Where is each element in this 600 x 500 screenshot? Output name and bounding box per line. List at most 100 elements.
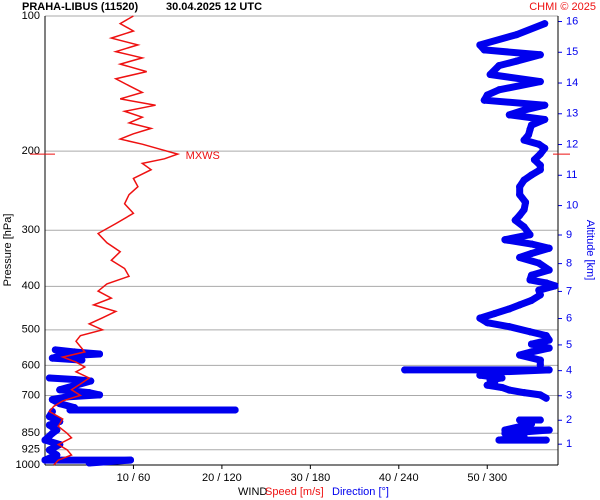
x-tick-label: 30 / 180 xyxy=(290,472,330,484)
direction-point xyxy=(486,71,494,79)
direction-point xyxy=(542,279,550,287)
direction-point xyxy=(520,176,528,184)
direction-point xyxy=(545,266,553,274)
direction-link xyxy=(495,78,544,94)
direction-point xyxy=(527,340,535,348)
direction-point xyxy=(495,62,503,70)
direction-point xyxy=(66,406,74,414)
direction-point xyxy=(48,354,56,362)
y2-tick-label: 14 xyxy=(566,77,578,89)
direction-link xyxy=(45,374,78,383)
direction-point xyxy=(495,86,503,94)
direction-point xyxy=(516,301,524,309)
chart-subtitle: 30.04.2025 12 UTC xyxy=(166,1,262,13)
direction-point xyxy=(96,350,104,358)
direction-point xyxy=(48,429,56,437)
direction-point xyxy=(491,378,499,386)
direction-point xyxy=(41,436,49,444)
direction-point xyxy=(536,416,544,424)
direction-point xyxy=(513,57,521,65)
direction-point xyxy=(45,421,53,429)
direction-link xyxy=(520,101,549,114)
y2-tick-label: 5 xyxy=(566,339,572,351)
y2-tick-label: 1 xyxy=(566,438,572,450)
direction-point xyxy=(545,366,553,374)
y-tick-label: 600 xyxy=(22,359,40,371)
direction-point xyxy=(516,416,524,424)
direction-point xyxy=(513,31,521,39)
direction-point xyxy=(53,451,61,459)
y2-tick-label: 2 xyxy=(566,414,572,426)
direction-link xyxy=(483,319,513,331)
x-axis-label-speed: Speed [m/s] xyxy=(265,486,324,498)
direction-point xyxy=(536,361,544,369)
y2-tick-label: 12 xyxy=(566,138,578,150)
direction-point xyxy=(516,351,524,359)
y2-tick-label: 10 xyxy=(566,199,578,211)
y2-tick-label: 6 xyxy=(566,312,572,324)
direction-point xyxy=(535,259,543,267)
direction-point xyxy=(526,126,534,134)
direction-link xyxy=(501,236,535,248)
direction-point xyxy=(483,381,491,389)
direction-point xyxy=(476,314,484,322)
direction-point xyxy=(516,253,524,261)
y-tick-label: 400 xyxy=(22,280,40,292)
direction-link xyxy=(513,51,544,65)
y2-tick-label: 16 xyxy=(566,15,578,27)
direction-point xyxy=(536,166,544,174)
direction-point xyxy=(483,368,491,376)
y2-tick-label: 13 xyxy=(566,108,578,120)
direction-link xyxy=(513,20,549,39)
direction-point xyxy=(516,211,524,219)
direction-point xyxy=(536,291,544,299)
speed-line xyxy=(48,15,181,466)
y-tick-label: 200 xyxy=(22,145,40,157)
direction-point xyxy=(56,386,64,394)
direction-point xyxy=(41,456,49,464)
direction-point xyxy=(541,115,549,123)
x-axis-label: WIND xyxy=(238,486,267,498)
direction-point xyxy=(45,374,53,382)
direction-point xyxy=(545,336,553,344)
direction-point xyxy=(536,391,544,399)
direction-point xyxy=(527,171,535,179)
direction-point xyxy=(56,352,64,360)
direction-link xyxy=(63,391,104,401)
direction-point xyxy=(231,406,239,414)
y2-tick-label: 9 xyxy=(566,229,572,241)
direction-link xyxy=(85,456,134,467)
direction-point xyxy=(545,244,553,252)
direction-point xyxy=(45,413,53,421)
direction-point xyxy=(520,433,528,441)
direction-point xyxy=(505,323,513,331)
y-tick-label: 925 xyxy=(22,444,40,456)
direction-point xyxy=(491,310,499,318)
y-tick-label: 1000 xyxy=(16,459,40,471)
direction-point xyxy=(498,383,506,391)
y-tick-label: 500 xyxy=(22,324,40,336)
direction-link xyxy=(516,351,544,364)
y-tick-label: 300 xyxy=(22,224,40,236)
direction-point xyxy=(526,231,534,239)
direction-point xyxy=(127,456,134,464)
direction-point xyxy=(541,101,549,109)
direction-point xyxy=(536,356,544,364)
x-tick-label: 10 / 60 xyxy=(117,472,151,484)
direction-point xyxy=(505,386,513,394)
direction-point xyxy=(526,276,534,284)
direction-point xyxy=(505,111,513,119)
direction-point xyxy=(516,183,524,191)
direction-point xyxy=(536,150,544,158)
direction-point xyxy=(536,51,544,59)
direction-point xyxy=(78,356,86,364)
y2-tick-label: 8 xyxy=(566,258,572,270)
direction-point xyxy=(520,136,528,144)
direction-point xyxy=(526,328,534,336)
direction-point xyxy=(541,144,549,152)
y2-tick-label: 15 xyxy=(566,46,578,58)
direction-point xyxy=(51,346,59,354)
y2-tick-label: 4 xyxy=(566,365,572,377)
y2-tick-label: 11 xyxy=(566,169,577,181)
